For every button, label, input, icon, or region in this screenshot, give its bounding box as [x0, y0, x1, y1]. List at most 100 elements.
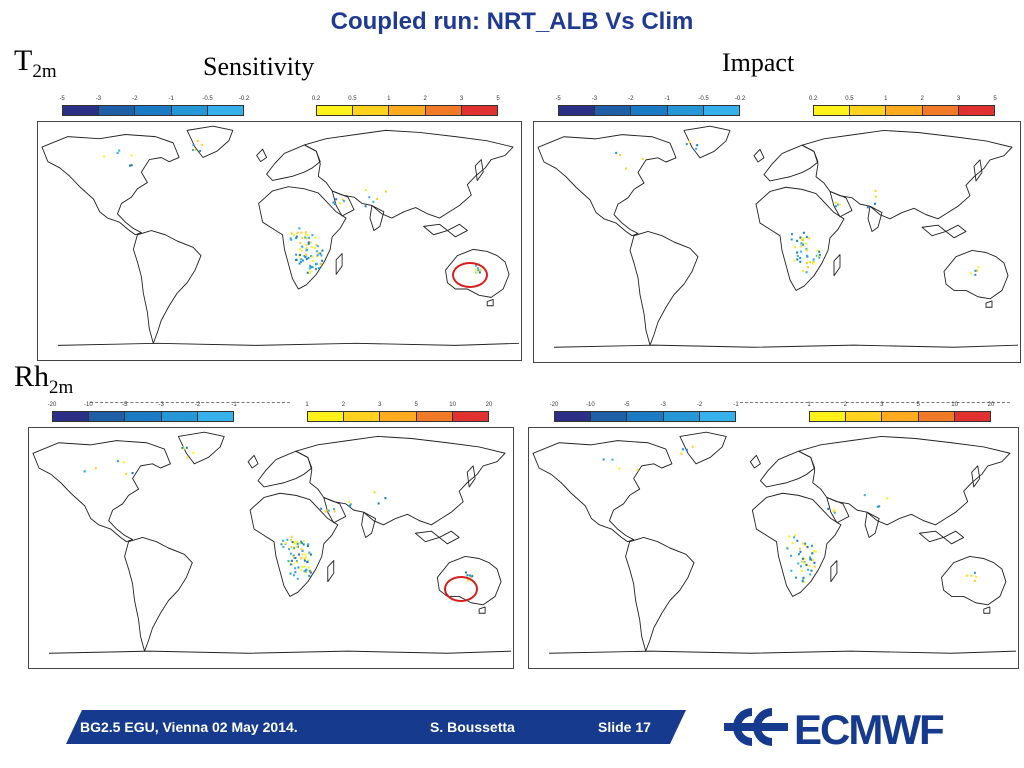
signal-dot	[313, 247, 316, 250]
signal-dot	[807, 568, 810, 571]
signal-dot	[791, 233, 793, 236]
signal-dot	[969, 272, 972, 275]
colorbar-tick-label: 0.2	[311, 96, 321, 102]
signal-dot	[874, 189, 877, 192]
signal-dot	[794, 576, 797, 579]
signal-dot	[290, 238, 293, 241]
colorbar-tick-label: 2	[341, 402, 346, 408]
signal-dot	[688, 140, 691, 143]
colorbar-swatch	[89, 412, 126, 421]
signal-dot	[790, 554, 793, 557]
colorbar-tick-label: 20	[987, 402, 995, 408]
signal-dot	[289, 572, 292, 575]
signal-dot	[815, 254, 818, 257]
colorbar-swatch	[53, 412, 90, 421]
signal-dot	[129, 164, 132, 167]
signal-dot	[192, 143, 195, 146]
signal-dot	[321, 259, 324, 262]
signal-dot	[802, 270, 804, 273]
colorbar-tick-label: -2	[194, 402, 201, 408]
colorbar-swatch	[667, 106, 704, 115]
signal-dot	[290, 552, 293, 555]
colorbar-swatch	[461, 106, 498, 115]
signal-dot	[293, 574, 296, 577]
signal-dot	[296, 231, 299, 234]
colorbar-tick-label: -3	[158, 402, 164, 408]
colorbar-tick-row: -5 -3 -2 -1 -0.5 -0.2	[59, 96, 249, 105]
colorbar-tick-label: -3	[660, 402, 666, 408]
signal-dot	[307, 241, 310, 244]
signal-dot	[798, 547, 801, 550]
signal-dot	[625, 167, 628, 170]
signal-dot	[319, 252, 322, 255]
colorbar-swatch	[353, 106, 390, 115]
signal-dot	[970, 574, 973, 577]
signal-dot	[347, 500, 350, 504]
signal-dot	[282, 539, 285, 542]
colorbar-tick-label: -5	[624, 402, 630, 408]
signal-dot	[320, 263, 323, 266]
colorbar-tick-label: -2	[628, 96, 634, 102]
signal-dot	[685, 143, 688, 146]
colorbar-swatch	[308, 412, 345, 421]
footer-event: BG2.5 EGU, Vienna 02 May 2014.	[80, 719, 298, 735]
footer-slide-number: Slide 17	[598, 719, 651, 735]
signal-dot	[287, 560, 290, 563]
signal-dot	[874, 195, 877, 198]
signal-dot	[802, 243, 805, 246]
signal-dot	[814, 550, 817, 553]
colorbar-swatch	[958, 106, 995, 115]
signal-dot	[103, 155, 106, 158]
signal-dot	[974, 269, 977, 272]
signal-dot	[696, 144, 699, 147]
signal-dot	[615, 151, 618, 154]
signal-dot	[296, 542, 299, 545]
signal-dot	[314, 236, 317, 239]
signal-dot	[368, 196, 371, 199]
colorbar-tick-label: -2	[696, 402, 703, 408]
signal-dot	[834, 205, 837, 208]
colorbar-swatch	[595, 106, 632, 115]
signal-dot	[303, 559, 306, 562]
signal-dot	[181, 446, 184, 450]
signal-dot	[695, 147, 698, 150]
colorbar-swatches	[62, 105, 244, 116]
colorbar-tick-label: 2	[843, 402, 848, 408]
signal-dot	[874, 202, 876, 205]
signal-dot	[309, 271, 312, 274]
signal-dot	[809, 260, 812, 264]
map-t2m-impact	[533, 121, 1021, 363]
signal-dot	[796, 251, 798, 254]
colorbar-swatch	[954, 412, 991, 421]
colorbar-tick-label: -1	[168, 96, 174, 102]
signal-dot	[300, 541, 303, 544]
signal-dot	[876, 505, 879, 508]
signal-dot	[309, 571, 312, 574]
signal-dot	[974, 273, 977, 276]
colorbar-tick-label: -10	[586, 402, 595, 408]
signal-dot	[468, 574, 471, 577]
signal-dot	[314, 268, 317, 271]
signal-dot	[384, 190, 387, 193]
signal-dot	[199, 149, 202, 153]
signal-dot	[186, 456, 189, 459]
signal-dot	[289, 237, 292, 240]
colorbar-swatch	[555, 412, 592, 421]
signal-dot	[301, 553, 304, 556]
signal-dot	[286, 538, 289, 541]
colorbar-rh2m-sens-negative: -20 -10 -5 -3 -2 -1	[48, 402, 237, 424]
signal-dot	[788, 535, 791, 538]
signal-dot	[194, 148, 197, 151]
colorbar-swatch	[699, 412, 736, 421]
signal-dot	[185, 446, 188, 449]
signal-dot	[309, 241, 312, 244]
signal-dot	[793, 534, 796, 537]
colorbar-tick-label: 0.5	[348, 96, 357, 102]
signal-dot	[300, 548, 303, 551]
signal-dot	[786, 547, 789, 550]
signal-dot	[372, 200, 375, 203]
signal-dot	[300, 250, 303, 253]
colorbar-rh2m-impact-positive: 1 2 3 5 10 20	[807, 402, 994, 424]
signal-dot	[303, 565, 306, 568]
signal-dot	[288, 548, 291, 551]
